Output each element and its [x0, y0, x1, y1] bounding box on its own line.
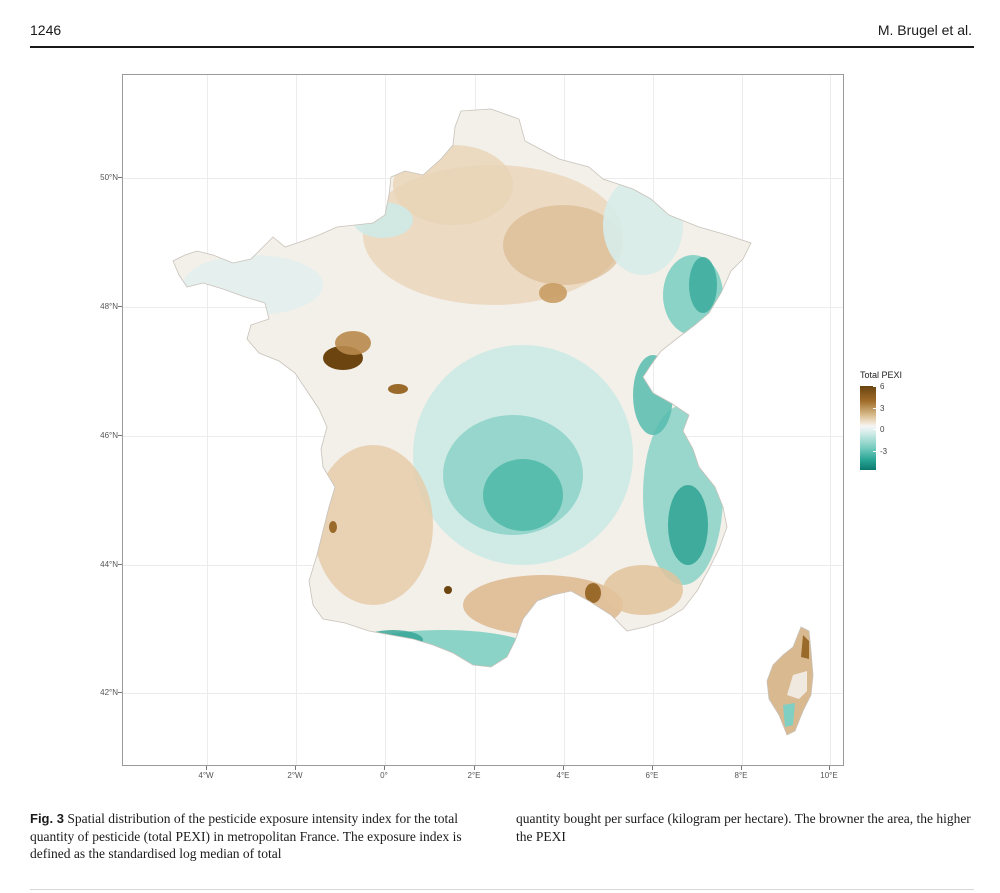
x-tick [652, 766, 653, 770]
map-panel [122, 74, 844, 766]
y-tick [118, 435, 122, 436]
x-axis-label: 8°E [734, 771, 748, 780]
x-tick [295, 766, 296, 770]
x-axis-label: 0° [380, 771, 388, 780]
grid-line [207, 75, 208, 765]
y-tick [118, 564, 122, 565]
y-tick [118, 306, 122, 307]
header-rule [30, 46, 974, 48]
grid-line [830, 75, 831, 765]
caption-column-left: Fig. 3 Spatial distribution of the pesti… [30, 810, 492, 863]
bottom-rule [30, 889, 974, 890]
legend-tick [873, 408, 876, 409]
y-axis-label: 48°N [100, 302, 118, 311]
x-tick [384, 766, 385, 770]
x-axis-label: 4°W [198, 771, 214, 780]
grid-line [296, 75, 297, 765]
x-tick [741, 766, 742, 770]
x-tick [206, 766, 207, 770]
legend-label: 6 [880, 382, 885, 391]
caption-column-right: quantity bought per surface (kilogram pe… [516, 810, 974, 863]
x-axis-label: 10°E [820, 771, 838, 780]
grid-line [742, 75, 743, 765]
x-axis-label: 6°E [645, 771, 659, 780]
legend-label: 0 [880, 425, 885, 434]
x-axis-label: 2°E [467, 771, 481, 780]
x-axis-label: 4°E [556, 771, 570, 780]
x-tick [474, 766, 475, 770]
legend-tick [873, 451, 876, 452]
y-axis-label: 46°N [100, 431, 118, 440]
x-tick [563, 766, 564, 770]
grid-line [123, 693, 843, 694]
figure-caption: Fig. 3 Spatial distribution of the pesti… [30, 810, 974, 863]
legend-colorbar [860, 386, 876, 470]
caption-text-part1: Spatial distribution of the pesticide ex… [30, 811, 462, 861]
x-axis-label: 2°W [287, 771, 303, 780]
figure-label: Fig. 3 [30, 811, 64, 826]
legend-tick [873, 386, 876, 387]
y-tick [118, 692, 122, 693]
y-tick [118, 177, 122, 178]
legend-tick [873, 429, 876, 430]
legend-label: -3 [880, 447, 888, 456]
page-number: 1246 [30, 22, 62, 38]
legend-label: 3 [880, 404, 885, 413]
y-axis-label: 50°N [100, 173, 118, 182]
y-axis-label: 44°N [100, 560, 118, 569]
france-choropleth-map [172, 108, 814, 736]
y-axis-label: 42°N [100, 688, 118, 697]
caption-text-part2: quantity bought per surface (kilogram pe… [516, 811, 971, 844]
x-tick [829, 766, 830, 770]
legend-title: Total PEXI [860, 370, 903, 380]
running-authors: M. Brugel et al. [877, 22, 972, 38]
